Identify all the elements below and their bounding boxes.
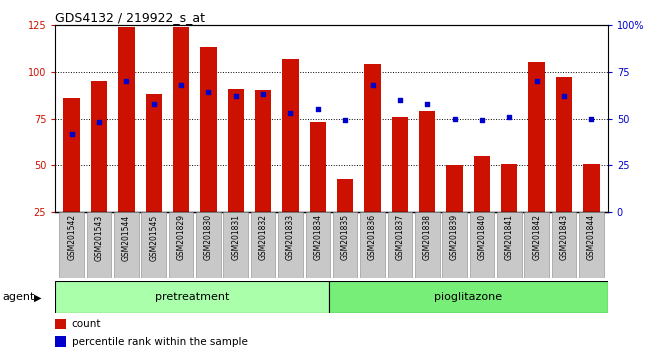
Bar (474, 156, 490, 212)
Point (121, 78, 131, 84)
Bar (309, 122, 326, 212)
Bar (501, 164, 517, 212)
Text: GSM201841: GSM201841 (505, 215, 514, 260)
Bar (227, 88, 244, 212)
Bar (364, 64, 381, 212)
Bar (528, 62, 545, 212)
Point (231, 93, 241, 99)
Bar (55, 281, 329, 313)
FancyBboxPatch shape (360, 212, 385, 278)
FancyBboxPatch shape (224, 212, 248, 278)
Bar (200, 47, 216, 212)
Text: GSM201545: GSM201545 (150, 215, 158, 261)
FancyBboxPatch shape (251, 212, 276, 278)
Text: agent: agent (2, 292, 34, 302)
FancyBboxPatch shape (469, 212, 494, 278)
Bar (337, 179, 354, 212)
Point (148, 101, 159, 107)
Bar (447, 165, 463, 212)
Bar (419, 111, 436, 212)
Text: pretreatment: pretreatment (155, 292, 229, 302)
FancyBboxPatch shape (552, 212, 577, 278)
Text: GSM201542: GSM201542 (67, 215, 76, 261)
FancyBboxPatch shape (196, 212, 221, 278)
Text: GSM201836: GSM201836 (368, 215, 377, 261)
Text: GSM201829: GSM201829 (177, 215, 185, 260)
Text: GDS4132 / 219922_s_at: GDS4132 / 219922_s_at (55, 11, 205, 24)
FancyBboxPatch shape (142, 212, 166, 278)
Point (176, 82, 187, 88)
FancyBboxPatch shape (579, 212, 604, 278)
Text: GSM201835: GSM201835 (341, 215, 350, 261)
FancyBboxPatch shape (114, 212, 138, 278)
Text: GSM201838: GSM201838 (422, 215, 432, 260)
Bar (255, 90, 271, 212)
Text: GSM201830: GSM201830 (204, 215, 213, 261)
Bar (583, 164, 599, 212)
FancyBboxPatch shape (86, 212, 111, 278)
Text: GSM201833: GSM201833 (286, 215, 295, 261)
Text: GSM201840: GSM201840 (478, 215, 486, 261)
Point (367, 82, 378, 88)
Bar (146, 94, 162, 212)
Text: GSM201842: GSM201842 (532, 215, 541, 260)
Text: GSM201839: GSM201839 (450, 215, 459, 261)
FancyBboxPatch shape (333, 212, 358, 278)
Point (94, 120, 104, 125)
Bar (55, 336, 66, 347)
Text: percentile rank within the sample: percentile rank within the sample (72, 337, 248, 347)
FancyBboxPatch shape (387, 212, 412, 278)
Text: GSM201544: GSM201544 (122, 215, 131, 261)
Point (313, 106, 323, 112)
Bar (55, 319, 66, 329)
Point (559, 93, 569, 99)
Text: GSM201831: GSM201831 (231, 215, 240, 260)
Point (203, 90, 214, 95)
Point (258, 91, 268, 97)
Point (476, 118, 487, 123)
Bar (329, 281, 608, 313)
Text: count: count (72, 319, 101, 329)
Point (586, 116, 597, 121)
Text: GSM201844: GSM201844 (587, 215, 596, 261)
Text: ▶: ▶ (34, 292, 42, 302)
Text: GSM201843: GSM201843 (560, 215, 569, 261)
Bar (556, 77, 572, 212)
Point (504, 114, 515, 120)
Text: GSM201834: GSM201834 (313, 215, 322, 261)
FancyBboxPatch shape (59, 212, 84, 278)
Text: GSM201832: GSM201832 (259, 215, 268, 260)
Bar (173, 27, 189, 212)
FancyBboxPatch shape (169, 212, 194, 278)
FancyBboxPatch shape (497, 212, 521, 278)
Bar (91, 81, 107, 212)
FancyBboxPatch shape (415, 212, 439, 278)
Bar (282, 58, 299, 212)
FancyBboxPatch shape (306, 212, 330, 278)
Point (395, 97, 405, 103)
Text: pioglitazone: pioglitazone (434, 292, 502, 302)
FancyBboxPatch shape (442, 212, 467, 278)
Bar (64, 98, 80, 212)
Point (340, 118, 350, 123)
FancyBboxPatch shape (278, 212, 303, 278)
FancyBboxPatch shape (525, 212, 549, 278)
Bar (118, 27, 135, 212)
Point (532, 78, 542, 84)
Point (66, 131, 77, 136)
Text: GSM201543: GSM201543 (94, 215, 103, 261)
Point (285, 110, 296, 116)
Bar (392, 117, 408, 212)
Point (449, 116, 460, 121)
Point (422, 101, 432, 107)
Text: GSM201837: GSM201837 (395, 215, 404, 261)
